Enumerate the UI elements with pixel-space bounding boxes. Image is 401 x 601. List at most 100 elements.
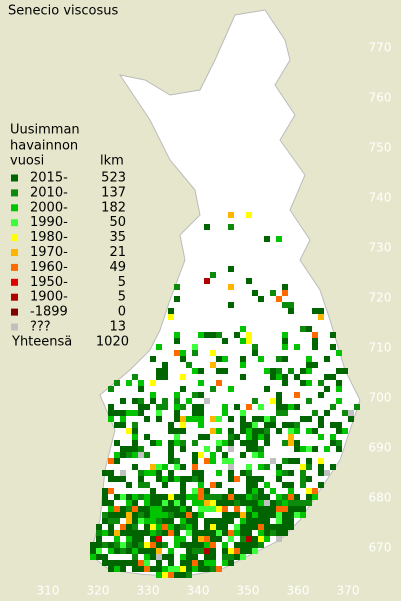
- observation-square: [210, 452, 216, 458]
- observation-square: [216, 524, 222, 530]
- observation-square: [144, 434, 150, 440]
- legend-total: 1020: [96, 334, 129, 349]
- legend-swatch: [11, 278, 18, 286]
- observation-square: [96, 554, 102, 560]
- observation-square: [258, 296, 264, 302]
- observation-square: [312, 494, 318, 500]
- observation-square: [240, 530, 246, 536]
- observation-square: [336, 350, 342, 356]
- observation-square: [234, 512, 240, 518]
- observation-square: [192, 452, 198, 458]
- legend-swatch: [11, 323, 18, 331]
- observation-square: [156, 524, 162, 530]
- observation-square: [252, 512, 258, 518]
- observation-square: [186, 560, 192, 566]
- observation-square: [102, 560, 108, 566]
- observation-square: [102, 530, 108, 536]
- observation-square: [174, 530, 180, 536]
- observation-square: [126, 428, 132, 434]
- observation-square: [336, 386, 342, 392]
- observation-square: [108, 458, 114, 464]
- observation-square: [222, 548, 228, 554]
- observation-square: [258, 476, 264, 482]
- observation-square: [180, 416, 186, 422]
- observation-square: [168, 524, 174, 530]
- observation-square: [246, 278, 252, 284]
- observation-square: [258, 416, 264, 422]
- observation-square: [264, 494, 270, 500]
- observation-square: [282, 458, 288, 464]
- observation-square: [240, 500, 246, 506]
- observation-square: [216, 356, 222, 362]
- legend-header: vuosi: [10, 154, 44, 169]
- observation-square: [180, 422, 186, 428]
- observation-square: [276, 494, 282, 500]
- observation-square: [180, 542, 186, 548]
- observation-square: [198, 542, 204, 548]
- observation-square: [192, 548, 198, 554]
- observation-square: [144, 554, 150, 560]
- observation-square: [126, 512, 132, 518]
- observation-square: [144, 404, 150, 410]
- legend-label: -1899: [30, 305, 68, 320]
- observation-square: [90, 548, 96, 554]
- observation-square: [126, 494, 132, 500]
- observation-square: [306, 494, 312, 500]
- observation-square: [120, 446, 126, 452]
- observation-square: [288, 302, 294, 308]
- observation-square: [222, 512, 228, 518]
- observation-square: [306, 368, 312, 374]
- observation-square: [210, 362, 216, 368]
- observation-square: [210, 494, 216, 500]
- observation-square: [156, 374, 162, 380]
- observation-square: [210, 332, 216, 338]
- observation-square: [198, 482, 204, 488]
- observation-square: [138, 536, 144, 542]
- observation-square: [264, 422, 270, 428]
- observation-square: [252, 398, 258, 404]
- observation-square: [138, 506, 144, 512]
- observation-square: [270, 374, 276, 380]
- observation-square: [120, 470, 126, 476]
- observation-square: [174, 296, 180, 302]
- observation-square: [192, 416, 198, 422]
- observation-square: [156, 536, 162, 542]
- observation-square: [276, 476, 282, 482]
- observation-square: [288, 488, 294, 494]
- observation-square: [228, 548, 234, 554]
- observation-square: [132, 506, 138, 512]
- observation-square: [168, 548, 174, 554]
- observation-square: [198, 392, 204, 398]
- observation-square: [210, 482, 216, 488]
- observation-square: [126, 410, 132, 416]
- observation-square: [222, 410, 228, 416]
- observation-square: [138, 404, 144, 410]
- observation-square: [288, 308, 294, 314]
- observation-square: [246, 536, 252, 542]
- observation-square: [246, 488, 252, 494]
- observation-square: [246, 332, 252, 338]
- y-tick-label: 770: [369, 41, 392, 55]
- observation-square: [252, 506, 258, 512]
- observation-square: [294, 458, 300, 464]
- observation-square: [132, 530, 138, 536]
- observation-square: [354, 404, 360, 410]
- observation-square: [276, 518, 282, 524]
- observation-square: [186, 542, 192, 548]
- observation-square: [288, 482, 294, 488]
- observation-square: [288, 440, 294, 446]
- observation-square: [180, 554, 186, 560]
- observation-square: [150, 494, 156, 500]
- observation-square: [264, 416, 270, 422]
- observation-square: [132, 542, 138, 548]
- legend-label: 1990-: [30, 215, 68, 230]
- observation-square: [228, 494, 234, 500]
- observation-square: [276, 404, 282, 410]
- observation-square: [168, 566, 174, 572]
- observation-square: [132, 434, 138, 440]
- legend-swatch: [11, 308, 18, 316]
- observation-square: [228, 476, 234, 482]
- observation-square: [138, 512, 144, 518]
- observation-square: [174, 440, 180, 446]
